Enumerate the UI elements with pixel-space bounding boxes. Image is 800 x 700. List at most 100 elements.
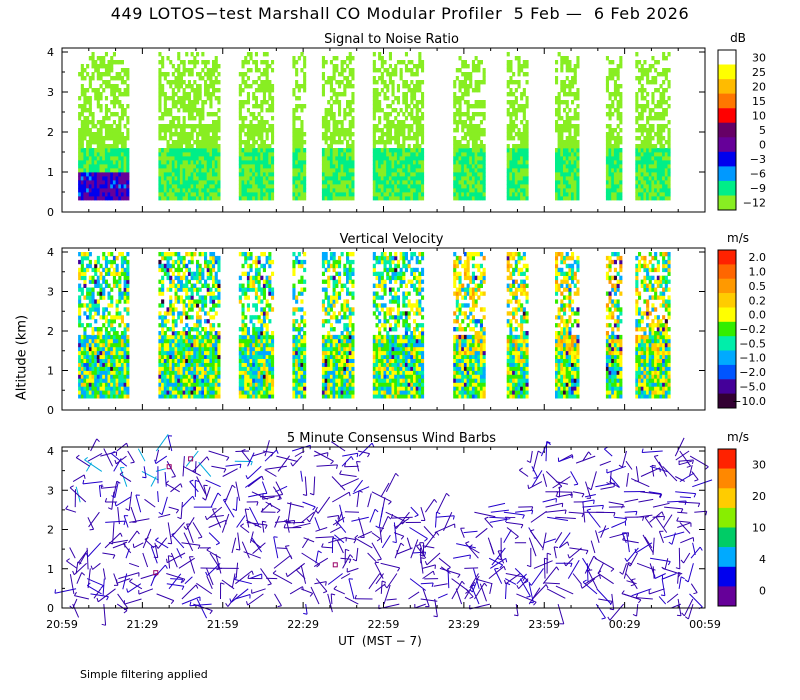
snr-cell bbox=[619, 196, 623, 201]
vv-cell bbox=[198, 350, 202, 356]
vv-cell bbox=[190, 374, 194, 379]
snr-cell bbox=[651, 76, 655, 81]
snr-cell bbox=[565, 192, 569, 197]
snr-cell bbox=[608, 128, 612, 133]
snr-cell bbox=[182, 64, 186, 69]
snr-cell bbox=[300, 140, 304, 145]
snr-cell bbox=[571, 184, 575, 189]
snr-cell bbox=[118, 136, 122, 141]
snr-cell bbox=[469, 156, 473, 161]
snr-cell bbox=[300, 148, 304, 153]
snr-cell bbox=[190, 100, 194, 105]
vv-cell bbox=[185, 279, 189, 284]
snr-cell bbox=[568, 68, 572, 73]
snr-cell bbox=[557, 108, 561, 113]
snr-cell bbox=[415, 80, 419, 85]
snr-cell bbox=[611, 172, 615, 177]
snr-cell bbox=[102, 136, 106, 141]
snr-cell bbox=[340, 64, 344, 69]
vv-cell bbox=[201, 342, 205, 348]
snr-cell bbox=[102, 116, 106, 121]
snr-cell bbox=[402, 196, 406, 201]
vv-cell bbox=[177, 315, 181, 320]
vv-cell bbox=[171, 334, 175, 340]
snr-cell bbox=[324, 136, 328, 141]
snr-cell bbox=[396, 160, 400, 165]
snr-cell bbox=[115, 96, 119, 101]
vv-cell bbox=[86, 303, 90, 308]
vv-cell bbox=[166, 319, 170, 324]
vv-cell bbox=[110, 362, 114, 367]
snr-cell bbox=[571, 176, 575, 181]
vv-cell bbox=[204, 255, 208, 261]
vv-cell bbox=[88, 342, 92, 348]
snr-cell bbox=[407, 68, 411, 73]
snr-cell bbox=[80, 180, 84, 185]
snr-cell bbox=[94, 164, 98, 169]
vv-cell bbox=[104, 338, 108, 344]
snr-cell bbox=[171, 168, 175, 173]
snr-cell bbox=[383, 112, 387, 117]
snr-cell bbox=[260, 192, 264, 197]
snr-cell bbox=[651, 160, 655, 165]
snr-cell bbox=[86, 176, 90, 181]
snr-cell bbox=[509, 116, 513, 121]
snr-cell bbox=[96, 132, 100, 137]
snr-cell bbox=[201, 108, 205, 113]
snr-cell bbox=[332, 196, 336, 201]
colorbar-swatch bbox=[718, 93, 736, 109]
colorbar-label: 5 bbox=[759, 124, 766, 137]
snr-cell bbox=[656, 188, 660, 193]
snr-cell bbox=[238, 176, 242, 181]
snr-cell bbox=[619, 120, 623, 125]
snr-cell bbox=[295, 176, 299, 181]
vv-cell bbox=[96, 307, 100, 312]
snr-cell bbox=[402, 156, 406, 161]
snr-cell bbox=[161, 184, 165, 189]
snr-cell bbox=[418, 80, 422, 85]
snr-cell bbox=[619, 160, 623, 165]
vv-cell bbox=[177, 362, 181, 367]
snr-cell bbox=[646, 168, 650, 173]
snr-cell bbox=[257, 128, 261, 133]
snr-cell bbox=[324, 140, 328, 145]
snr-cell bbox=[351, 180, 355, 185]
snr-cell bbox=[265, 68, 269, 73]
snr-cell bbox=[80, 196, 84, 201]
snr-cell bbox=[107, 196, 111, 201]
snr-cell bbox=[388, 136, 392, 141]
vv-cell bbox=[177, 263, 181, 269]
snr-cell bbox=[187, 100, 191, 105]
vv-cell bbox=[118, 350, 122, 356]
snr-cell bbox=[576, 60, 580, 65]
snr-cell bbox=[343, 108, 347, 113]
snr-cell bbox=[260, 184, 264, 189]
snr-cell bbox=[348, 188, 352, 193]
vv-cell bbox=[102, 342, 106, 348]
snr-cell bbox=[249, 176, 253, 181]
snr-cell bbox=[471, 136, 475, 141]
snr-cell bbox=[91, 88, 95, 93]
snr-cell bbox=[415, 104, 419, 109]
snr-cell bbox=[198, 152, 202, 157]
snr-cell bbox=[611, 188, 615, 193]
snr-cell bbox=[254, 96, 258, 101]
snr-cell bbox=[643, 196, 647, 201]
snr-cell bbox=[126, 160, 130, 165]
vv-cell bbox=[169, 386, 173, 391]
snr-cell bbox=[613, 172, 617, 177]
snr-cell bbox=[635, 196, 639, 201]
snr-cell bbox=[646, 100, 650, 105]
vv-cell bbox=[190, 366, 194, 371]
colorbar-swatch bbox=[718, 180, 736, 196]
snr-cell bbox=[96, 72, 100, 77]
snr-cell bbox=[410, 60, 414, 65]
vv-cell bbox=[96, 259, 100, 265]
snr-cell bbox=[573, 160, 577, 165]
snr-cell bbox=[667, 172, 671, 177]
snr-cell bbox=[174, 164, 178, 169]
vv-cell bbox=[115, 283, 119, 288]
snr-cell bbox=[171, 144, 175, 149]
snr-cell bbox=[83, 76, 87, 81]
snr-cell bbox=[482, 188, 486, 193]
